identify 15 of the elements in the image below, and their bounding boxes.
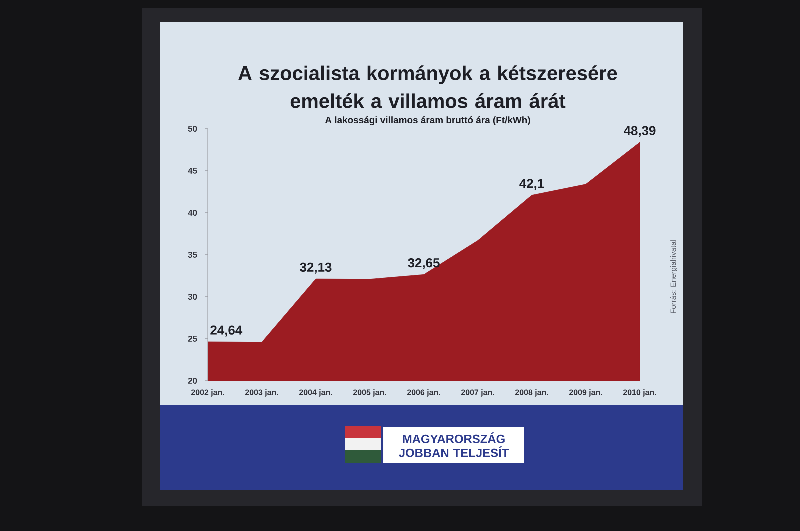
- chart-subtitle: A lakossági villamos áram bruttó ára (Ft/kWh): [325, 116, 530, 126]
- data-label: 42,1: [520, 179, 544, 190]
- y-tick-label: 20: [188, 378, 198, 384]
- y-tick-label: 40: [188, 210, 198, 216]
- data-label: 32,65: [408, 258, 440, 270]
- y-tick-label: 50: [188, 126, 198, 132]
- chart-title: A szocialista kormányok a kétszeresére emelték a villamos áram árát: [238, 66, 618, 108]
- y-tick-label: 45: [188, 168, 198, 174]
- data-label: 48,39: [624, 126, 656, 138]
- data-label: 24,64: [210, 326, 243, 337]
- y-tick-label: 25: [188, 336, 198, 342]
- y-tick-label: 35: [188, 252, 198, 258]
- text: MAGYARORSZÁG JOBBAN TELJESÍT: [399, 432, 509, 458]
- y-tick-label: 30: [188, 294, 198, 300]
- data-label: 32,13: [300, 262, 332, 274]
